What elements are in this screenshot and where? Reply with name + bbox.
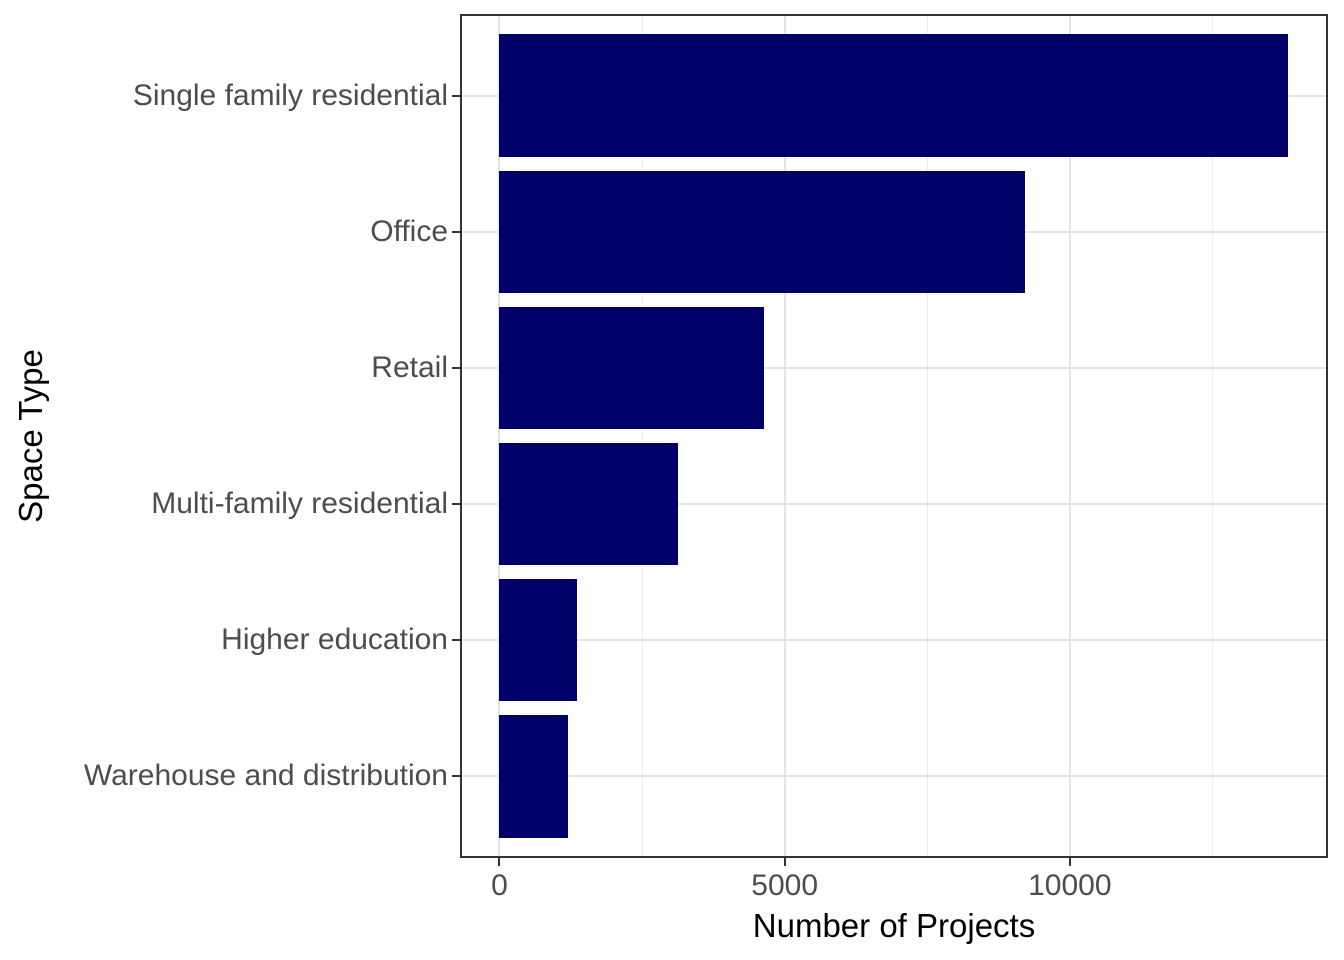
gridline-x-major xyxy=(783,16,786,856)
bar-single-family-residential xyxy=(499,34,1289,157)
gridline-x-minor xyxy=(641,16,643,856)
bar-multi-family-residential xyxy=(499,442,678,566)
x-tick-mark xyxy=(783,858,786,866)
bar-office xyxy=(499,170,1025,294)
y-tick-label-warehouse-and-distribution: Warehouse and distribution xyxy=(83,759,448,793)
gridline-y-major xyxy=(462,366,1326,369)
y-tick-mark xyxy=(452,366,460,369)
x-tick-mark xyxy=(1068,858,1071,866)
y-tick-label-single-family-residential: Single family residential xyxy=(132,78,448,112)
x-tick-label-5000: 5000 xyxy=(751,869,819,902)
x-tick-label-10000: 10000 xyxy=(1028,869,1112,902)
gridline-y-major xyxy=(462,503,1326,506)
y-tick-mark xyxy=(452,639,460,642)
x-axis-title: Number of Projects xyxy=(752,907,1036,944)
y-tick-label-office: Office xyxy=(370,214,448,248)
plot-panel xyxy=(460,14,1328,858)
y-tick-label-retail: Retail xyxy=(371,350,448,384)
bar-warehouse-and-distribution xyxy=(499,715,569,838)
y-tick-mark xyxy=(452,775,460,778)
y-tick-mark xyxy=(452,94,460,97)
x-tick-label-0: 0 xyxy=(491,869,508,902)
gridline-y-major xyxy=(462,775,1326,778)
gridline-x-minor xyxy=(926,16,928,856)
bar-higher-education xyxy=(499,578,578,702)
x-tick-mark xyxy=(498,858,501,866)
y-tick-mark xyxy=(452,503,460,506)
gridline-x-minor xyxy=(1211,16,1213,856)
gridline-x-major xyxy=(1068,16,1071,856)
y-axis-title: Space Type xyxy=(12,349,49,523)
bar-retail xyxy=(499,306,765,430)
y-tick-label-multi-family-residential: Multi-family residential xyxy=(151,487,448,521)
gridline-x-major xyxy=(498,16,501,856)
gridline-y-major xyxy=(462,639,1326,642)
y-tick-label-higher-education: Higher education xyxy=(221,623,448,657)
y-tick-mark xyxy=(452,230,460,233)
